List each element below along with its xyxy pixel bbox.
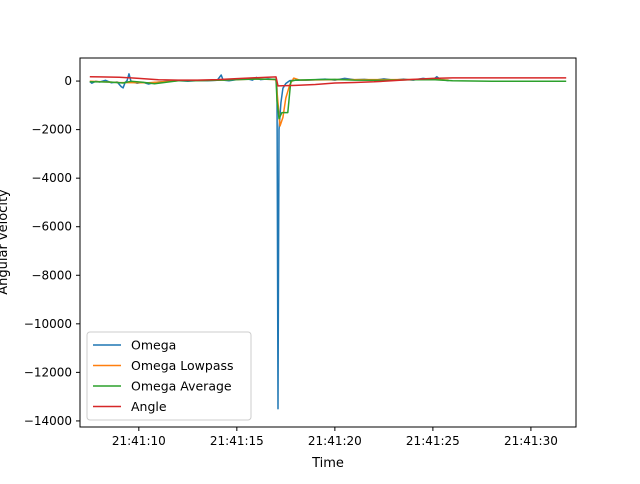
y-tick-label: −14000	[24, 414, 72, 428]
x-tick-label: 21:41:25	[406, 434, 460, 448]
y-tick-label: −12000	[24, 365, 72, 379]
y-tick-label: −10000	[24, 317, 72, 331]
y-tick-label: 0	[64, 74, 72, 88]
legend-box	[86, 331, 252, 421]
x-tick-label: 21:41:15	[210, 434, 264, 448]
y-tick-label: −2000	[31, 123, 72, 137]
x-tick-label: 21:41:20	[308, 434, 362, 448]
x-tick-label: 21:41:30	[504, 434, 558, 448]
x-axis-label: Time	[311, 456, 344, 471]
x-tick-label: 21:41:10	[112, 434, 166, 448]
legend-label: Omega Average	[131, 379, 232, 394]
y-tick-label: −6000	[31, 220, 72, 234]
y-tick-label: −4000	[31, 171, 72, 185]
y-axis-label: Angular velocity	[0, 189, 11, 295]
legend-label: Omega Lowpass	[131, 358, 234, 373]
x-axis-ticks: 21:41:10 21:41:15 21:41:20 21:41:25 21:41:30	[112, 427, 558, 448]
y-tick-label: −8000	[31, 268, 72, 282]
legend-label: Omega	[131, 338, 176, 353]
legend: Omega Omega Lowpass Omega Average Angle	[86, 331, 252, 421]
series-line-angle	[89, 75, 567, 87]
y-axis-ticks: 0 −2000 −4000 −6000 −8000 −10000 −12000 −14000	[24, 74, 80, 428]
plot-lines	[89, 73, 567, 410]
axes-frame	[79, 57, 577, 428]
legend-label: Angle	[131, 399, 167, 414]
